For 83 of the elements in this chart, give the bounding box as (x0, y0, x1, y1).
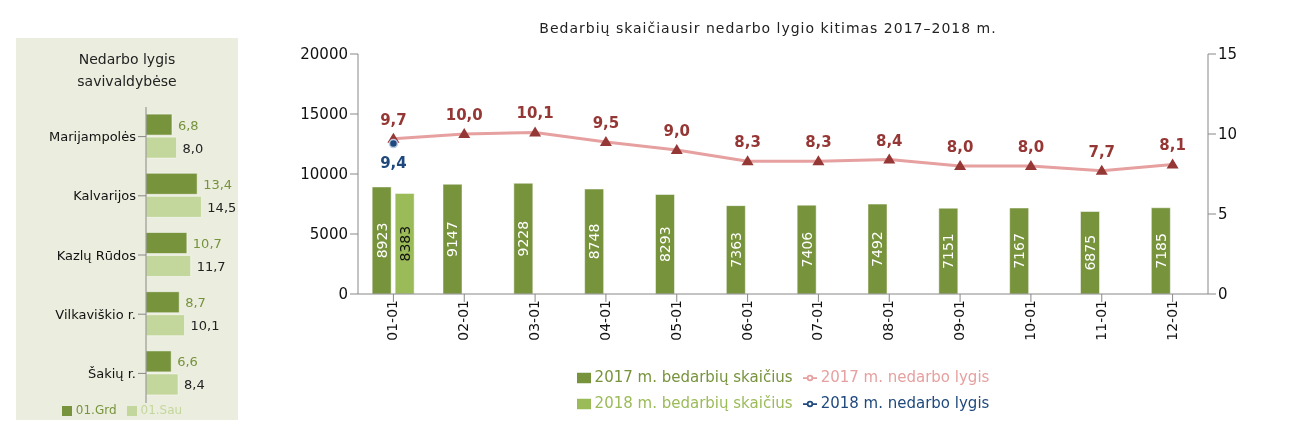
data-label: 8923 (373, 222, 390, 259)
data-label: 9,5 (592, 114, 620, 132)
data-label: 7185 (1152, 233, 1169, 269)
data-label: 10,1 (516, 104, 554, 123)
data-label: 8,4 (875, 131, 903, 150)
data-label: 6875 (1082, 234, 1098, 271)
legend-label: 2018 m. bedarbių skaičius (594, 394, 793, 412)
y2-tick-label: 0 (1218, 285, 1228, 304)
data-label: 10,1 (190, 318, 220, 334)
bar (584, 188, 604, 294)
y-tick-label: 5000 (309, 225, 348, 244)
chart-title: Bedarbių skaičiausir nedarbo lygio kitimas 2017–2018 m. (538, 20, 998, 36)
data-label: 8,0 (946, 138, 974, 156)
point (388, 138, 399, 149)
bar (726, 205, 746, 294)
legend-label: 2017 m. bedarbių skaičius (594, 368, 793, 386)
data-label: 6,8 (177, 117, 199, 133)
data-label: 8,0 (1017, 138, 1045, 156)
y2-tick-label: 5 (1218, 205, 1228, 224)
data-label: 7406 (798, 231, 815, 268)
legend-label: 2017 m. nedarbo lygis (820, 368, 990, 386)
bar (442, 183, 463, 294)
x-tick-label: 12-01 (1163, 300, 1180, 341)
data-label: 14,5 (207, 199, 237, 215)
bar (394, 193, 415, 294)
data-label: 7492 (869, 231, 886, 267)
legend-label: 01.Grd (75, 403, 117, 417)
x-tick-label: 10-01 (1021, 300, 1038, 341)
x-tick-label: 04-01 (596, 300, 613, 341)
data-label: 10,7 (192, 236, 222, 251)
data-label: 8383 (396, 225, 413, 262)
bar (1151, 207, 1171, 294)
x-tick-label: 11-01 (1092, 300, 1109, 341)
bar (371, 186, 392, 294)
chart-title: Nedarbo lygis savivaldybėse (76, 50, 178, 91)
data-label: 8293 (657, 226, 673, 263)
data-label: 8,3 (805, 133, 832, 152)
data-label: 7151 (940, 233, 957, 269)
data-label: 8,0 (182, 140, 204, 156)
y-tick-label: Marijampolės (49, 129, 137, 145)
data-label: 9228 (515, 220, 532, 257)
data-label: 11,7 (196, 259, 226, 274)
data-label: 8748 (586, 223, 603, 260)
data-label: 8,7 (185, 295, 206, 311)
data-label: 9,4 (380, 153, 407, 172)
x-tick-label: 07-01 (809, 300, 826, 341)
y-tick-label: 0 (338, 285, 348, 304)
data-label: 7363 (727, 232, 744, 268)
y-tick-label: Šakių r. (87, 366, 136, 382)
x-tick-label: 08-01 (880, 300, 897, 341)
x-tick-label: 03-01 (526, 300, 543, 341)
x-tick-label: 09-01 (951, 300, 968, 341)
y2-tick-label: 15 (1218, 45, 1238, 64)
bar (938, 207, 959, 294)
data-label: 7167 (1011, 233, 1028, 269)
bar (655, 194, 675, 294)
x-tick-label: 01-01 (384, 300, 401, 341)
y-tick-label: 10000 (300, 165, 348, 184)
data-label: 8,3 (734, 133, 761, 152)
bar (796, 204, 817, 294)
data-label: 6,6 (177, 354, 198, 370)
data-label: 7,7 (1088, 142, 1116, 161)
bar (1009, 207, 1029, 294)
data-label: 13,4 (203, 176, 233, 192)
y-tick-label: Vilkaviškio r. (55, 306, 136, 322)
data-label: 8,4 (184, 377, 205, 393)
data-label: 8,1 (1159, 136, 1186, 155)
data-label: 9147 (444, 221, 461, 257)
data-label: 9,7 (380, 110, 407, 129)
y-tick-label: 20000 (300, 45, 348, 64)
y-tick-label: 15000 (300, 105, 348, 124)
data-label: 9,0 (663, 122, 691, 140)
y-tick-label: Kalvarijos (73, 188, 137, 204)
bar (867, 203, 888, 294)
legend-label: 01.Sau (140, 403, 183, 417)
y-tick-label: Kazlų Rūdos (56, 247, 137, 263)
y2-tick-label: 10 (1218, 125, 1238, 144)
x-tick-label: 05-01 (667, 300, 684, 341)
bar (513, 183, 534, 294)
legend-label: 2018 m. nedarbo lygis (820, 394, 990, 412)
x-tick-label: 06-01 (738, 300, 755, 341)
x-tick-label: 02-01 (455, 300, 472, 341)
data-label: 10,0 (445, 106, 483, 124)
